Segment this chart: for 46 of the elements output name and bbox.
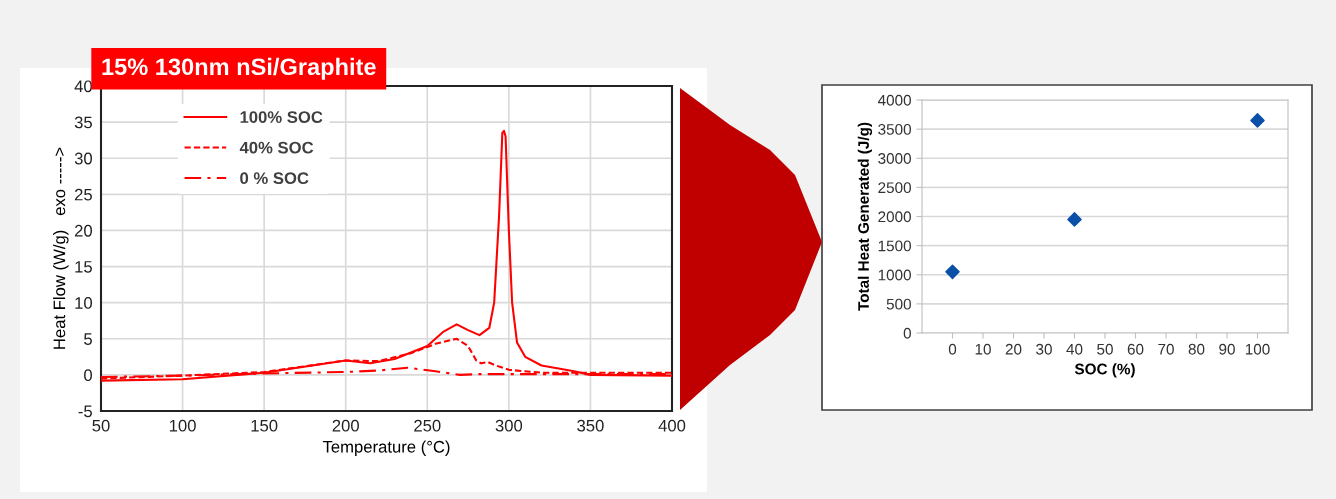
y-tick-label: 10 <box>75 297 93 309</box>
x-tick-label: 50 <box>92 419 110 432</box>
x-tick-label: 100 <box>1245 343 1270 355</box>
y-tick-label: 3500 <box>878 123 911 135</box>
y-tick-label: 35 <box>74 116 92 129</box>
legend-label: 100% SOC <box>240 111 323 123</box>
y-tick-label: 30 <box>74 152 93 165</box>
x-tick-label: 400 <box>658 419 686 432</box>
x-tick-label: 150 <box>251 419 278 432</box>
x-tick-label: 10 <box>975 343 991 355</box>
x-axis-title: Temperature (°C) <box>322 440 450 456</box>
x-axis-title: SOC (%) <box>1074 363 1135 378</box>
y-tick-label: 0 <box>84 369 93 382</box>
x-tick-label: 100 <box>169 419 196 432</box>
legend-label: 0 % SOC <box>240 172 309 185</box>
x-tick-label: 250 <box>414 419 441 432</box>
y-tick-label: 40 <box>74 80 93 93</box>
x-tick-label: 80 <box>1188 343 1205 355</box>
y-tick-label: 25 <box>74 188 92 201</box>
y-tick-label: 2500 <box>878 182 911 194</box>
x-tick-label: 40 <box>1066 343 1083 355</box>
y-tick-label: 2000 <box>878 211 911 223</box>
x-tick-label: 60 <box>1127 343 1144 355</box>
x-tick-label: 50 <box>1097 343 1113 355</box>
y-axis-title: Total Heat Generated (J/g) <box>857 122 873 311</box>
x-tick-label: 200 <box>332 419 359 432</box>
y-tick-label: 500 <box>886 298 911 310</box>
y-tick-label: 5 <box>84 333 92 345</box>
y-tick-label: 1500 <box>878 240 911 252</box>
y-tick-label: 15 <box>75 261 92 273</box>
x-tick-label: 30 <box>1036 343 1052 355</box>
y-tick-label: -5 <box>78 405 92 418</box>
x-tick-label: 20 <box>1005 343 1022 355</box>
x-tick-label: 90 <box>1219 343 1235 355</box>
chart-title: 15% 130nm nSi/Graphite <box>102 57 376 80</box>
legend-label: 40% SOC <box>239 141 314 154</box>
y-tick-label: 1000 <box>878 269 911 281</box>
y-tick-label: 4000 <box>877 94 911 106</box>
y-tick-label: 20 <box>74 224 93 237</box>
x-tick-label: 350 <box>577 419 604 432</box>
y-tick-label: 3000 <box>878 153 911 164</box>
x-tick-label: 0 <box>948 343 957 355</box>
x-tick-label: 300 <box>495 419 523 432</box>
x-tick-label: 70 <box>1158 343 1174 355</box>
y-tick-label: 0 <box>903 327 911 339</box>
y-axis-title: Heat Flow (W/g) exo -----> <box>53 147 69 349</box>
